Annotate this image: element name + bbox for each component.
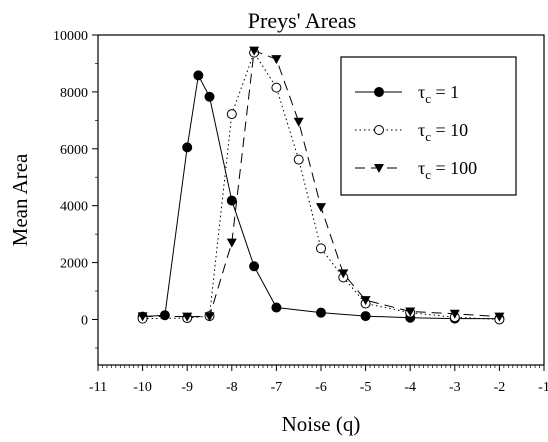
y-tick-label: 10000	[53, 29, 88, 44]
legend-subscript: c	[425, 91, 431, 106]
legend-marker	[374, 164, 384, 173]
legend-label: τc = 10	[418, 120, 468, 144]
legend-box	[340, 56, 517, 196]
x-axis-label: Noise (q)	[282, 412, 361, 436]
x-tick-label: -7	[271, 380, 283, 395]
data-point	[360, 311, 371, 322]
y-tick-label: 0	[81, 313, 88, 328]
series-layer	[137, 46, 505, 325]
chart-title: Preys' Areas	[248, 8, 356, 33]
legend-item: τc = 1	[355, 82, 459, 106]
legend-value: = 100	[431, 158, 477, 178]
data-point	[449, 309, 460, 319]
x-tick-label: -11	[89, 380, 107, 395]
data-point	[137, 312, 148, 322]
x-tick-label: -1	[538, 380, 548, 395]
data-point	[159, 310, 170, 321]
y-tick-label: 6000	[60, 143, 88, 158]
y-axis-label: Mean Area	[8, 153, 32, 246]
x-tick-label: -10	[133, 380, 152, 395]
data-point	[271, 82, 282, 93]
legend-subscript: c	[425, 167, 431, 182]
data-point	[338, 269, 349, 279]
legend-value: = 1	[431, 82, 459, 102]
data-point	[316, 203, 326, 213]
data-point	[494, 312, 505, 322]
data-point	[182, 142, 193, 153]
data-point	[316, 243, 326, 254]
x-tick-label: -8	[226, 380, 238, 395]
x-tick-label: -4	[404, 380, 416, 395]
data-point	[271, 302, 282, 313]
data-point	[204, 91, 215, 102]
data-point	[293, 154, 304, 165]
data-point	[249, 46, 260, 56]
legend-marker	[374, 125, 384, 135]
x-tick-label: -6	[315, 380, 327, 395]
x-tick-label: -9	[181, 380, 193, 395]
legend-subscript: c	[425, 129, 431, 144]
data-point	[226, 109, 237, 120]
legend-label: τc = 100	[418, 158, 477, 182]
data-point	[226, 195, 237, 206]
legend-item: τc = 10	[355, 120, 468, 144]
series-2	[137, 46, 505, 322]
x-tick-label: -2	[494, 380, 506, 395]
legend-tau: τ	[418, 158, 425, 178]
data-point	[204, 312, 215, 322]
y-tick-label: 4000	[60, 200, 88, 215]
legend-tau: τ	[418, 82, 425, 102]
legend-label: τc = 1	[418, 82, 459, 106]
x-axis-ticks: -11 -10 -9 -8 -7 -6 -5 -4 -3 -2 -1	[89, 365, 548, 395]
data-point	[360, 296, 371, 306]
y-tick-label: 8000	[60, 86, 88, 101]
data-point	[405, 307, 416, 317]
y-axis-ticks: 0 2000 4000 6000 8000 10000	[53, 29, 98, 349]
data-point	[226, 238, 237, 248]
x-tick-label: -5	[360, 380, 372, 395]
legend-item: τc = 100	[355, 158, 477, 182]
data-point	[249, 261, 260, 272]
data-point	[271, 55, 282, 65]
data-point	[293, 117, 304, 127]
data-point	[316, 307, 326, 318]
data-point	[182, 312, 193, 322]
legend-tau: τ	[418, 120, 425, 140]
y-tick-label: 2000	[60, 257, 88, 272]
data-point	[193, 70, 204, 81]
legend-marker	[374, 87, 384, 97]
legend-value: = 10	[431, 120, 468, 140]
x-tick-label: -3	[449, 380, 461, 395]
